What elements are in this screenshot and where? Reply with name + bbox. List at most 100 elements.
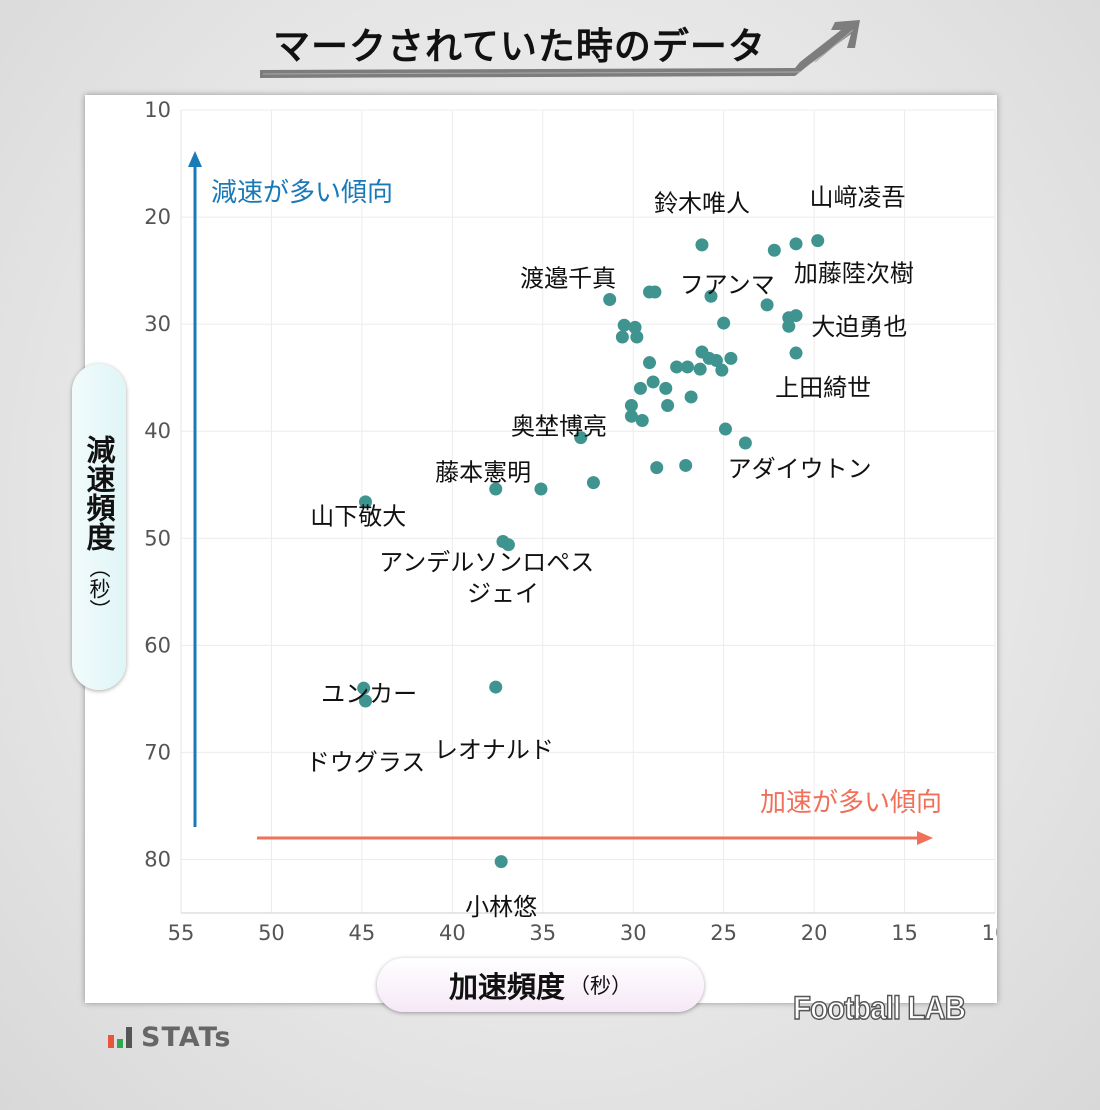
x-axis-unit: （秒） [569,974,632,998]
point-label: 渡邉千真 [520,265,616,293]
deceleration-trend-label: 減速が多い傾向 [211,178,393,208]
point-label: 大迫勇也 [811,313,907,341]
chart-panel: 55 50 45 40 35 30 25 20 15 10 10 20 30 40 50 60 70 80 減速… [85,95,997,1003]
x-tick-label: 40 [439,921,466,945]
data-point [494,855,508,869]
data-points [357,234,825,869]
data-point [661,399,675,413]
x-axis-title: 加速頻度 （秒） [377,958,704,1012]
y-tick-label: 80 [144,847,171,871]
data-point [659,381,673,395]
data-point [624,399,638,413]
data-point [633,381,647,395]
data-point [789,346,803,360]
chart-title-banner: マークされていた時のデータ [255,8,865,86]
data-point [635,413,649,427]
point-label: ドウグラス [306,749,426,777]
data-point [615,330,629,344]
data-point [715,363,729,377]
data-point [709,354,723,368]
data-point [704,289,718,303]
point-label: 鈴木唯人 [654,190,750,218]
point-label: フアンマ [680,271,775,299]
y-tick-label: 60 [144,633,171,657]
data-point [718,422,732,436]
stats-wordmark: STATs [141,1021,232,1053]
data-point [489,482,503,496]
x-tick-label: 15 [891,921,918,945]
data-point [695,238,709,252]
x-tick-label: 10 [982,921,997,945]
x-tick-label: 50 [258,921,285,945]
y-tick-label: 40 [144,419,171,443]
x-tick-label: 25 [710,921,737,945]
data-point [603,293,617,307]
chart-title: マークされていた時のデータ [273,25,766,68]
x-tick-label: 30 [620,921,647,945]
data-point [617,318,631,332]
data-point [717,316,731,330]
data-point [624,409,638,423]
data-point [586,476,600,490]
y-tick-label: 50 [144,526,171,550]
point-label: アダイウトン [728,455,872,483]
y-tick-label: 30 [144,312,171,336]
data-point [738,436,752,450]
x-tick-labels: 55 50 45 40 35 30 25 20 15 10 [168,921,997,945]
title-arrow-icon [260,20,860,78]
point-label: レオナルド [434,736,554,764]
stats-logo: STATs [107,1020,231,1054]
point-label: 奥埜博亮 [511,412,607,440]
data-point [643,356,657,370]
data-point [679,458,693,472]
x-axis-label: 加速頻度 [448,970,565,1004]
football-lab-logo: Football LAB [792,989,966,1027]
data-point [357,681,371,695]
data-point [359,495,373,509]
x-tick-label: 45 [349,921,376,945]
data-point [646,375,660,389]
point-label: ジェイ [467,579,539,607]
y-axis-label: 減速頻度 [82,434,116,551]
data-point [359,694,373,708]
point-label: 小林悠 [465,893,537,921]
data-point [724,351,738,365]
data-point [684,390,698,404]
x-tick-label: 35 [529,921,556,945]
data-point [782,319,796,333]
data-point [534,482,548,496]
point-label: 山下敬大 [310,502,406,530]
y-axis-title: 減速頻度 （秒） [72,364,126,690]
acceleration-trend-label: 加速が多い傾向 [760,788,942,818]
y-tick-label: 20 [144,205,171,229]
y-tick-labels: 10 20 30 40 50 60 70 80 [144,98,171,871]
data-point [501,538,515,552]
stats-bars-icon [108,1027,132,1048]
data-point [760,298,774,312]
grid-lines [180,109,996,914]
data-point [680,360,694,374]
data-point [693,362,707,376]
y-axis-unit: （秒） [87,556,111,620]
scatter-plot: 55 50 45 40 35 30 25 20 15 10 10 20 30 40 50 60 70 80 減速… [144,98,997,945]
acceleration-arrow-head [917,831,933,845]
point-label: 山﨑凌吾 [810,183,906,211]
data-point [628,320,642,334]
x-tick-label: 20 [801,921,828,945]
point-label: アンデルソンロペス [379,548,594,576]
data-point [811,234,825,248]
data-point [574,431,588,445]
data-point [630,330,644,344]
data-point [670,360,684,374]
y-tick-label: 10 [144,98,171,122]
data-point [767,243,781,257]
deceleration-arrow-head [188,151,202,167]
data-point [489,680,503,694]
data-point [648,285,662,299]
point-label: 上田綺世 [775,374,871,402]
point-label: 加藤陸次樹 [794,259,914,287]
x-tick-label: 55 [168,921,195,945]
data-point [789,237,803,251]
